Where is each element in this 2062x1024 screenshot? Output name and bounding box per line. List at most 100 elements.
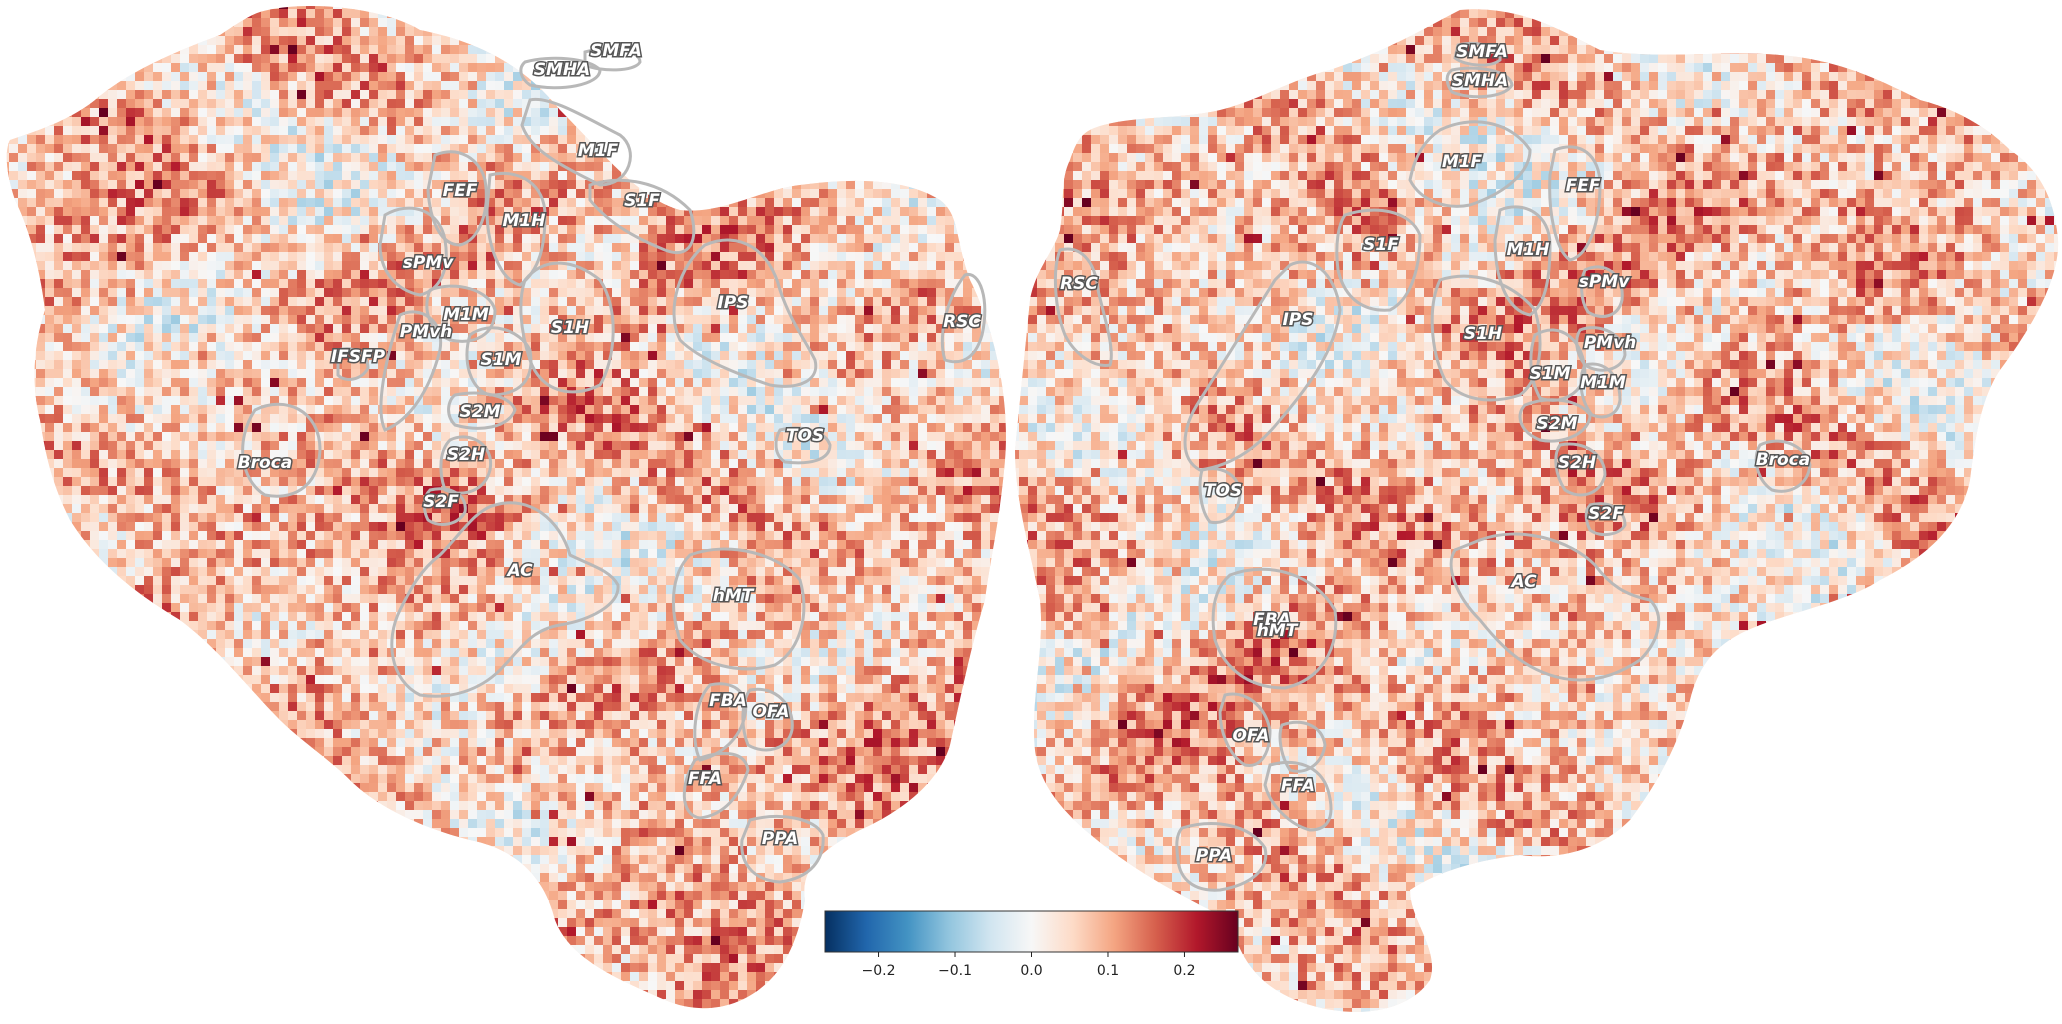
voxel-cell <box>495 288 505 298</box>
voxel-cell <box>216 18 226 28</box>
voxel-cell <box>774 252 784 262</box>
voxel-cell <box>558 171 568 181</box>
voxel-cell <box>288 153 298 163</box>
voxel-cell <box>135 54 145 64</box>
voxel-cell <box>486 81 496 91</box>
voxel-cell <box>918 144 928 154</box>
voxel-cell <box>6 117 10 127</box>
voxel-cell <box>738 324 748 334</box>
voxel-cell <box>684 351 694 361</box>
voxel-cell <box>99 18 109 28</box>
voxel-cell <box>405 297 415 307</box>
voxel-cell <box>9 18 19 28</box>
voxel-cell <box>396 9 406 19</box>
voxel-cell <box>387 234 397 244</box>
voxel-cell <box>666 270 676 280</box>
voxel-cell <box>927 144 937 154</box>
voxel-cell <box>792 333 802 343</box>
voxel-cell <box>927 198 937 208</box>
voxel-cell <box>585 324 595 334</box>
voxel-cell <box>36 198 46 208</box>
voxel-cell <box>846 279 856 289</box>
voxel-cell <box>99 180 109 190</box>
voxel-cell <box>216 297 226 307</box>
voxel-cell <box>864 351 874 361</box>
voxel-cell <box>990 324 1000 334</box>
voxel-cell <box>45 135 55 145</box>
voxel-cell <box>657 72 667 82</box>
voxel-cell <box>126 369 136 379</box>
voxel-cell <box>297 126 307 136</box>
voxel-cell <box>171 288 181 298</box>
voxel-cell <box>486 9 496 19</box>
voxel-cell <box>513 207 523 217</box>
voxel-cell <box>117 162 127 172</box>
voxel-cell <box>531 162 541 172</box>
voxel-cell <box>846 288 856 298</box>
voxel-cell <box>189 108 199 118</box>
voxel-cell <box>954 252 964 262</box>
voxel-cell <box>711 18 721 28</box>
voxel-cell <box>153 126 163 136</box>
voxel-cell <box>783 342 793 352</box>
voxel-cell <box>405 243 415 253</box>
voxel-cell <box>756 36 766 46</box>
voxel-cell <box>198 333 208 343</box>
voxel-cell <box>144 63 154 73</box>
voxel-cell <box>117 333 127 343</box>
voxel-cell <box>126 18 136 28</box>
voxel-cell <box>567 6 577 10</box>
voxel-cell <box>126 108 136 118</box>
voxel-cell <box>945 324 955 334</box>
voxel-cell <box>324 144 334 154</box>
voxel-cell <box>405 81 415 91</box>
voxel-cell <box>315 324 325 334</box>
voxel-cell <box>711 171 721 181</box>
voxel-cell <box>441 90 451 100</box>
voxel-cell <box>153 6 163 10</box>
voxel-cell <box>990 135 1000 145</box>
voxel-cell <box>999 378 1006 388</box>
voxel-cell <box>63 18 73 28</box>
voxel-cell <box>171 153 181 163</box>
voxel-cell <box>882 225 892 235</box>
voxel-cell <box>729 54 739 64</box>
voxel-cell <box>324 81 334 91</box>
voxel-cell <box>657 207 667 217</box>
voxel-cell <box>342 36 352 46</box>
voxel-cell <box>270 315 280 325</box>
voxel-cell <box>180 207 190 217</box>
voxel-cell <box>333 135 343 145</box>
voxel-cell <box>738 279 748 289</box>
voxel-cell <box>477 54 487 64</box>
voxel-cell <box>261 252 271 262</box>
voxel-cell <box>522 162 532 172</box>
voxel-cell <box>126 36 136 46</box>
voxel-cell <box>81 396 91 406</box>
voxel-cell <box>594 6 604 10</box>
voxel-cell <box>81 315 91 325</box>
voxel-cell <box>801 36 811 46</box>
voxel-cell <box>81 45 91 55</box>
voxel-cell <box>855 306 865 316</box>
voxel-cell <box>126 279 136 289</box>
voxel-cell <box>1008 189 1018 199</box>
voxel-cell <box>90 45 100 55</box>
voxel-cell <box>360 99 370 109</box>
voxel-cell <box>792 342 802 352</box>
voxel-cell <box>855 18 865 28</box>
voxel-cell <box>369 108 379 118</box>
voxel-cell <box>711 117 721 127</box>
voxel-cell <box>531 333 541 343</box>
voxel-cell <box>549 216 559 226</box>
voxel-cell <box>531 225 541 235</box>
voxel-cell <box>945 180 955 190</box>
voxel-cell <box>225 360 235 370</box>
voxel-cell <box>369 117 379 127</box>
voxel-cell <box>324 126 334 136</box>
voxel-cell <box>225 315 235 325</box>
voxel-cell <box>117 6 127 10</box>
voxel-cell <box>918 45 928 55</box>
voxel-cell <box>612 324 622 334</box>
voxel-cell <box>27 144 37 154</box>
